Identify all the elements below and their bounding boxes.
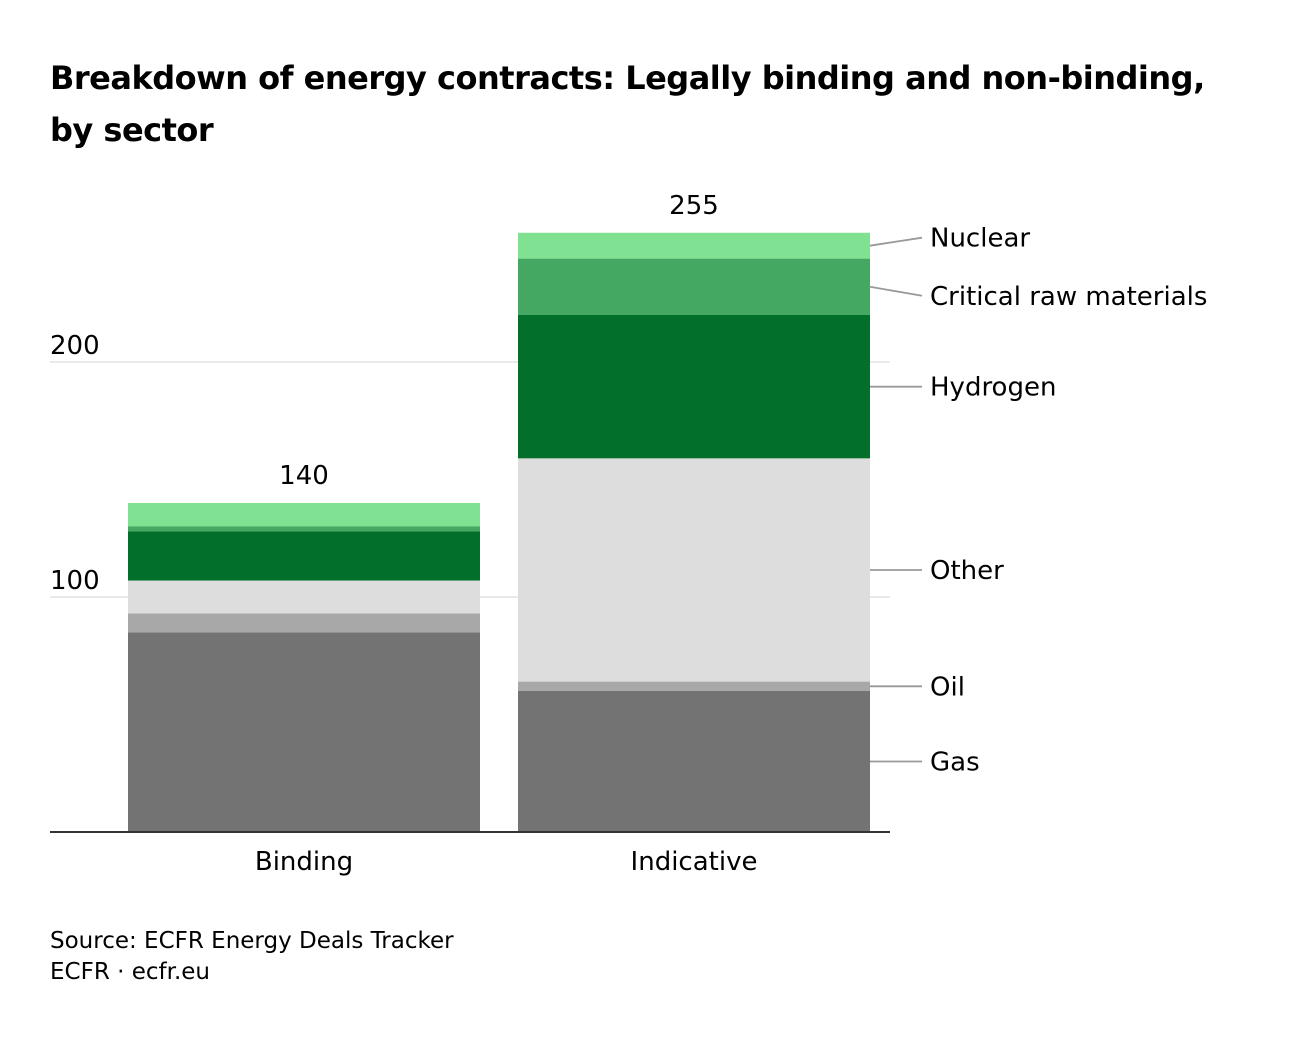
- bar-segment-indicative-gas: [518, 691, 870, 832]
- x-tick-label-indicative: Indicative: [631, 847, 758, 877]
- bar-segment-binding-oil: [128, 613, 480, 633]
- legend-label-critical-raw-materials: Critical raw materials: [930, 282, 1207, 312]
- x-tick-label-binding: Binding: [255, 847, 353, 877]
- bar-segment-binding-nuclear: [128, 503, 480, 527]
- legend-label-oil: Oil: [930, 672, 965, 702]
- bar-segment-binding-hydrogen: [128, 531, 480, 581]
- legend-label-hydrogen: Hydrogen: [930, 373, 1056, 403]
- bar-segment-binding-critical-raw-materials: [128, 526, 480, 532]
- legend-leader-nuclear: [869, 236, 923, 247]
- bar-segment-binding-gas: [128, 632, 480, 832]
- bar-segment-binding-other: [128, 580, 480, 614]
- legend-leader-critical-raw-materials: [869, 285, 923, 297]
- bar-segment-indicative-oil: [518, 681, 870, 691]
- y-tick-label-200: 200: [50, 331, 100, 361]
- bar-segment-indicative-critical-raw-materials: [518, 258, 870, 315]
- total-label-binding: 140: [279, 461, 329, 491]
- credit-note: ECFR · ecfr.eu: [50, 959, 211, 985]
- y-tick-label-100: 100: [50, 566, 100, 596]
- labels: 140 Binding 255 Indicative: [255, 191, 758, 877]
- chart-title: Breakdown of energy contracts: Legally b…: [50, 59, 1205, 149]
- source-note: Source: ECFR Energy Deals Tracker: [50, 928, 454, 954]
- legend-label-other: Other: [930, 556, 1004, 586]
- legend-label-nuclear: Nuclear: [930, 224, 1030, 254]
- legend-label-gas: Gas: [930, 748, 980, 778]
- bar-segment-indicative-hydrogen: [518, 315, 870, 459]
- bars: [128, 232, 870, 832]
- bar-segment-indicative-other: [518, 458, 870, 682]
- legend: Gas Oil Other Hydrogen Critical raw material…: [869, 224, 1207, 778]
- chart-footer: Source: ECFR Energy Deals Tracker ECFR ·…: [50, 926, 454, 988]
- bar-segment-indicative-nuclear: [518, 232, 870, 259]
- total-label-indicative: 255: [669, 191, 719, 221]
